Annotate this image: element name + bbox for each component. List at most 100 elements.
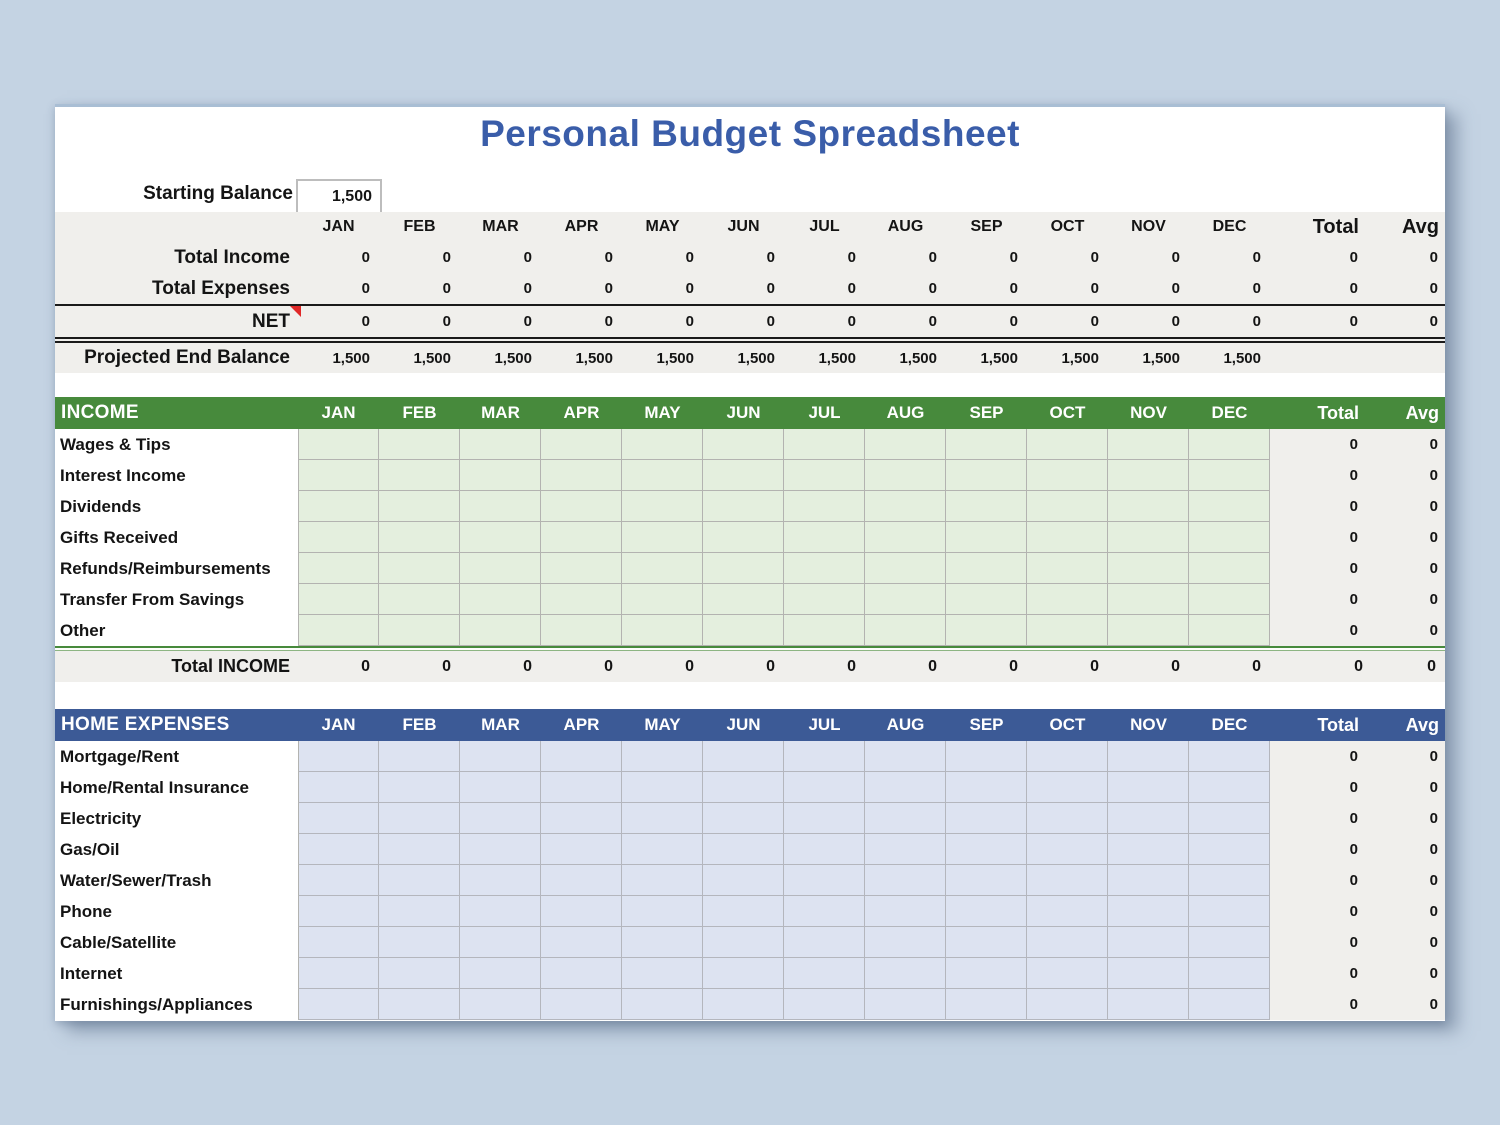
expense-cell-feb[interactable] [379,989,460,1020]
expense-cell-mar[interactable] [460,865,541,896]
income-cell-may[interactable] [622,553,703,584]
starting-balance-input[interactable]: 1,500 [296,179,382,214]
expense-cell-mar[interactable] [460,989,541,1020]
expense-cell-jun[interactable] [703,772,784,803]
income-cell-mar[interactable] [460,584,541,615]
income-cell-jul[interactable] [784,522,865,553]
expense-cell-jan[interactable] [298,958,379,989]
income-cell-aug[interactable] [865,522,946,553]
income-cell-oct[interactable] [1027,429,1108,460]
income-cell-mar[interactable] [460,553,541,584]
income-cell-feb[interactable] [379,460,460,491]
income-cell-mar[interactable] [460,429,541,460]
income-cell-jul[interactable] [784,429,865,460]
expense-cell-oct[interactable] [1027,834,1108,865]
expense-cell-may[interactable] [622,741,703,772]
expense-cell-mar[interactable] [460,834,541,865]
expense-cell-mar[interactable] [460,803,541,834]
expense-cell-dec[interactable] [1189,803,1270,834]
expense-cell-sep[interactable] [946,834,1027,865]
expense-cell-mar[interactable] [460,958,541,989]
income-cell-feb[interactable] [379,615,460,646]
expense-cell-feb[interactable] [379,834,460,865]
expense-cell-sep[interactable] [946,803,1027,834]
income-cell-sep[interactable] [946,553,1027,584]
expense-cell-jul[interactable] [784,834,865,865]
income-cell-jan[interactable] [298,491,379,522]
expense-cell-jan[interactable] [298,927,379,958]
expense-cell-apr[interactable] [541,772,622,803]
expense-cell-jun[interactable] [703,741,784,772]
expense-cell-apr[interactable] [541,958,622,989]
expense-cell-feb[interactable] [379,741,460,772]
expense-cell-jan[interactable] [298,865,379,896]
expense-cell-nov[interactable] [1108,741,1189,772]
income-cell-jun[interactable] [703,553,784,584]
income-cell-may[interactable] [622,615,703,646]
expense-cell-oct[interactable] [1027,989,1108,1020]
expense-cell-aug[interactable] [865,741,946,772]
income-cell-sep[interactable] [946,429,1027,460]
expense-cell-jun[interactable] [703,958,784,989]
income-cell-oct[interactable] [1027,522,1108,553]
expense-cell-jun[interactable] [703,834,784,865]
expense-cell-aug[interactable] [865,958,946,989]
expense-cell-jul[interactable] [784,741,865,772]
income-cell-apr[interactable] [541,522,622,553]
expense-cell-jul[interactable] [784,927,865,958]
expense-cell-oct[interactable] [1027,803,1108,834]
expense-cell-may[interactable] [622,896,703,927]
income-cell-mar[interactable] [460,491,541,522]
expense-cell-feb[interactable] [379,958,460,989]
income-cell-nov[interactable] [1108,553,1189,584]
income-cell-apr[interactable] [541,615,622,646]
income-cell-feb[interactable] [379,429,460,460]
income-cell-apr[interactable] [541,491,622,522]
income-cell-jun[interactable] [703,615,784,646]
expense-cell-jul[interactable] [784,896,865,927]
income-cell-nov[interactable] [1108,429,1189,460]
expense-cell-sep[interactable] [946,896,1027,927]
expense-cell-jul[interactable] [784,803,865,834]
expense-cell-may[interactable] [622,803,703,834]
income-cell-dec[interactable] [1189,615,1270,646]
expense-cell-aug[interactable] [865,834,946,865]
income-cell-jul[interactable] [784,553,865,584]
expense-cell-oct[interactable] [1027,927,1108,958]
expense-cell-dec[interactable] [1189,741,1270,772]
expense-cell-sep[interactable] [946,772,1027,803]
income-cell-apr[interactable] [541,460,622,491]
income-cell-sep[interactable] [946,460,1027,491]
income-cell-sep[interactable] [946,491,1027,522]
income-cell-aug[interactable] [865,460,946,491]
income-cell-aug[interactable] [865,584,946,615]
expense-cell-mar[interactable] [460,772,541,803]
income-cell-jun[interactable] [703,460,784,491]
income-cell-nov[interactable] [1108,460,1189,491]
expense-cell-aug[interactable] [865,896,946,927]
income-cell-sep[interactable] [946,522,1027,553]
expense-cell-may[interactable] [622,989,703,1020]
income-cell-may[interactable] [622,460,703,491]
expense-cell-nov[interactable] [1108,865,1189,896]
expense-cell-jul[interactable] [784,989,865,1020]
income-cell-jun[interactable] [703,491,784,522]
expense-cell-sep[interactable] [946,741,1027,772]
expense-cell-aug[interactable] [865,927,946,958]
expense-cell-dec[interactable] [1189,989,1270,1020]
expense-cell-oct[interactable] [1027,772,1108,803]
expense-cell-oct[interactable] [1027,958,1108,989]
expense-cell-nov[interactable] [1108,989,1189,1020]
expense-cell-feb[interactable] [379,896,460,927]
income-cell-oct[interactable] [1027,553,1108,584]
income-cell-may[interactable] [622,429,703,460]
expense-cell-nov[interactable] [1108,772,1189,803]
expense-cell-jan[interactable] [298,803,379,834]
expense-cell-may[interactable] [622,958,703,989]
income-cell-jan[interactable] [298,522,379,553]
income-cell-jan[interactable] [298,429,379,460]
expense-cell-jun[interactable] [703,927,784,958]
income-cell-nov[interactable] [1108,522,1189,553]
expense-cell-jan[interactable] [298,741,379,772]
income-cell-feb[interactable] [379,584,460,615]
